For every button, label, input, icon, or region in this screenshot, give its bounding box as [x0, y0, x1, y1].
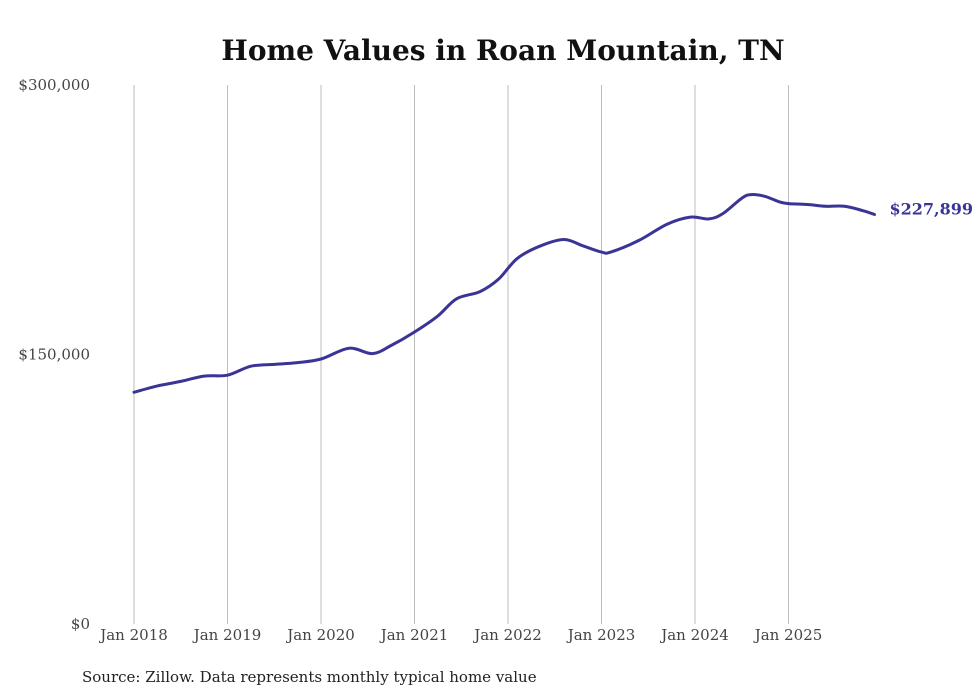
series-layer: $227,899 — [132, 193, 974, 394]
y-axis-ticks: $0 $150,000 $300,000 — [18, 76, 90, 633]
y-tick-label: $150,000 — [18, 346, 90, 364]
y-tick-label: $300,000 — [18, 76, 90, 94]
y-tick-label: $0 — [71, 615, 90, 633]
x-tick-label: Jan 2018 — [98, 626, 168, 644]
x-axis-ticks: Jan 2018 Jan 2019 Jan 2020 Jan 2021 Jan 2022… — [98, 626, 822, 644]
x-tick-label: Jan 2019 — [192, 626, 262, 644]
source-note: Source: Zillow. Data represents monthly … — [82, 668, 537, 686]
x-tick-label: Jan 2022 — [472, 626, 542, 644]
x-tick-label: Jan 2021 — [379, 626, 449, 644]
end-value-label: $227,899 — [890, 200, 974, 219]
gridlines — [133, 85, 789, 624]
x-tick-label: Jan 2023 — [566, 626, 636, 644]
chart-title: Home Values in Roan Mountain, TN — [221, 34, 784, 67]
x-tick-label: Jan 2020 — [285, 626, 355, 644]
x-tick-label: Jan 2024 — [659, 626, 729, 644]
series-line-0 — [132, 193, 876, 394]
x-tick-label: Jan 2025 — [753, 626, 823, 644]
